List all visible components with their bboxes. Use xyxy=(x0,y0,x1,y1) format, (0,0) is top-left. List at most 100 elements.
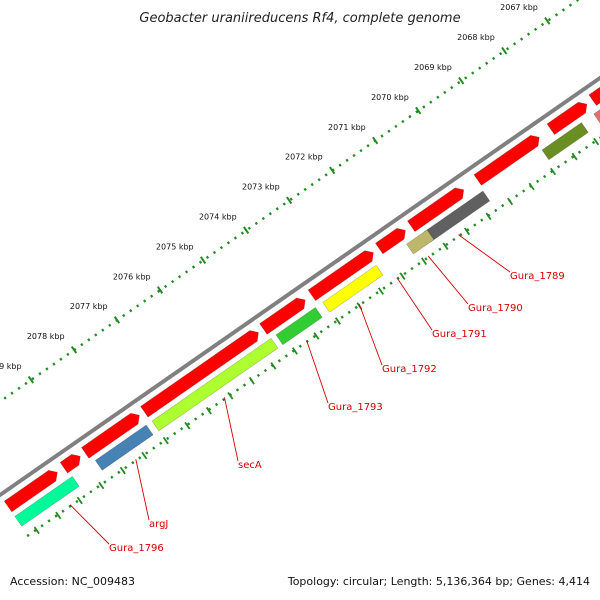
ruler-dot xyxy=(296,192,300,196)
ruler-dot xyxy=(492,56,496,61)
ruler-dot xyxy=(494,208,498,213)
ruler-tick xyxy=(329,166,336,175)
kbp-label: 2073 kbp xyxy=(242,183,280,192)
gene-block-argj xyxy=(94,424,154,471)
ruler-dot xyxy=(368,296,372,300)
ruler-dot xyxy=(505,47,510,51)
ruler-dot xyxy=(103,480,107,484)
ruler-minor-tick xyxy=(33,526,40,535)
ruler-dot xyxy=(303,187,307,192)
ruler-dot xyxy=(289,197,293,201)
ruler-dot xyxy=(298,344,302,348)
ruler-dot xyxy=(450,85,454,90)
forward-gene-arrow xyxy=(59,454,81,474)
ruler-dot xyxy=(277,359,281,363)
ruler-dot xyxy=(205,255,210,259)
ruler-dot xyxy=(382,286,386,290)
ruler-dot xyxy=(284,354,288,358)
ruler-dot xyxy=(82,494,86,499)
ruler-dot xyxy=(173,431,177,436)
ruler-dot xyxy=(152,446,156,450)
ruler-dot xyxy=(200,412,205,416)
forward-gene-arrow xyxy=(375,228,406,255)
ruler-dot xyxy=(282,202,286,206)
ruler-dot xyxy=(150,294,154,298)
kbp-ruler: 2067 kbp 2068 kbp 2069 kbp 2070 kbp 2071 kbp… xyxy=(0,0,600,538)
ruler-dot xyxy=(33,528,37,533)
forward-gene-arrow xyxy=(81,412,140,459)
ruler-dot xyxy=(542,174,547,179)
ruler-dot xyxy=(333,320,337,324)
genome-backbone xyxy=(0,75,600,498)
kbp-label: 2068 kbp xyxy=(457,33,495,42)
kbp-label: 2077 kbp xyxy=(70,302,108,311)
backbone-line xyxy=(0,75,600,498)
ruler-dot xyxy=(247,226,251,230)
ruler-dot xyxy=(80,343,84,347)
ruler-tick xyxy=(501,46,508,55)
ruler-minor-tick xyxy=(184,421,191,430)
ruler-dot xyxy=(108,323,112,327)
ruler-dot xyxy=(366,144,370,148)
gene-label-gura_1790: Gura_1790 xyxy=(468,303,523,314)
ruler-dot xyxy=(214,402,219,407)
ruler-dot xyxy=(561,8,566,12)
gene-label-argj: argJ xyxy=(149,519,168,530)
forward-gene-arrow xyxy=(307,250,374,302)
gene-block-seca xyxy=(151,337,279,432)
ruler-minor-tick xyxy=(98,481,105,490)
ruler-dot xyxy=(422,105,426,109)
kbp-label: 2078 kbp xyxy=(27,332,65,341)
forward-gene-arrow xyxy=(140,330,259,418)
ruler-dot xyxy=(166,436,170,441)
ruler-dot xyxy=(570,155,575,159)
ruler-dot xyxy=(101,328,105,332)
ruler-dot xyxy=(31,376,35,381)
gene-block-gura_1793 xyxy=(275,307,323,346)
ruler-dot xyxy=(40,524,44,528)
ruler-dot xyxy=(136,304,140,308)
ruler-dot xyxy=(533,27,538,31)
ruler-dot xyxy=(122,313,126,318)
ruler-minor-tick xyxy=(464,227,471,236)
ruler-minor-tick xyxy=(270,362,277,370)
label-leader-line xyxy=(135,458,150,521)
ruler-dot xyxy=(159,441,163,445)
ruler-tick xyxy=(544,17,551,25)
gene-label-gura_1792: Gura_1792 xyxy=(382,364,437,375)
ruler-dot xyxy=(577,150,582,154)
forward-gene-arrow xyxy=(407,187,465,233)
label-leader-line xyxy=(69,504,110,545)
ruler-dot xyxy=(436,95,440,99)
ruler-minor-tick xyxy=(291,347,298,355)
ruler-tick xyxy=(27,375,35,384)
ruler-dot xyxy=(387,129,391,133)
ruler-dot xyxy=(129,309,133,313)
ruler-dot xyxy=(261,216,265,221)
ruler-dot xyxy=(163,284,168,289)
ruler-dot xyxy=(326,325,330,329)
ruler-dot xyxy=(275,207,279,211)
ruler-dot xyxy=(221,397,226,402)
ruler-minor-tick xyxy=(593,137,600,146)
ruler-minor-tick xyxy=(55,511,62,520)
ruler-dot xyxy=(512,42,517,46)
ruler-dot xyxy=(24,381,28,386)
gene-label-gura_1791: Gura_1791 xyxy=(432,329,487,340)
ruler-dot xyxy=(235,388,240,392)
ruler-dot xyxy=(522,189,526,193)
ruler-dot xyxy=(226,241,231,245)
ruler-dot xyxy=(457,81,461,85)
unlabeled-gene-block xyxy=(593,109,600,124)
ruler-dot xyxy=(156,289,161,293)
ruler-dot xyxy=(408,115,412,119)
ruler-dot xyxy=(352,153,356,158)
ruler-minor-tick xyxy=(420,257,428,266)
ruler-dot xyxy=(207,407,212,411)
ruler-minor-tick xyxy=(442,242,449,251)
ruler-dot xyxy=(471,71,475,75)
ruler-dot xyxy=(319,330,323,334)
ruler-dot xyxy=(26,533,30,538)
ruler-dot xyxy=(145,451,149,455)
